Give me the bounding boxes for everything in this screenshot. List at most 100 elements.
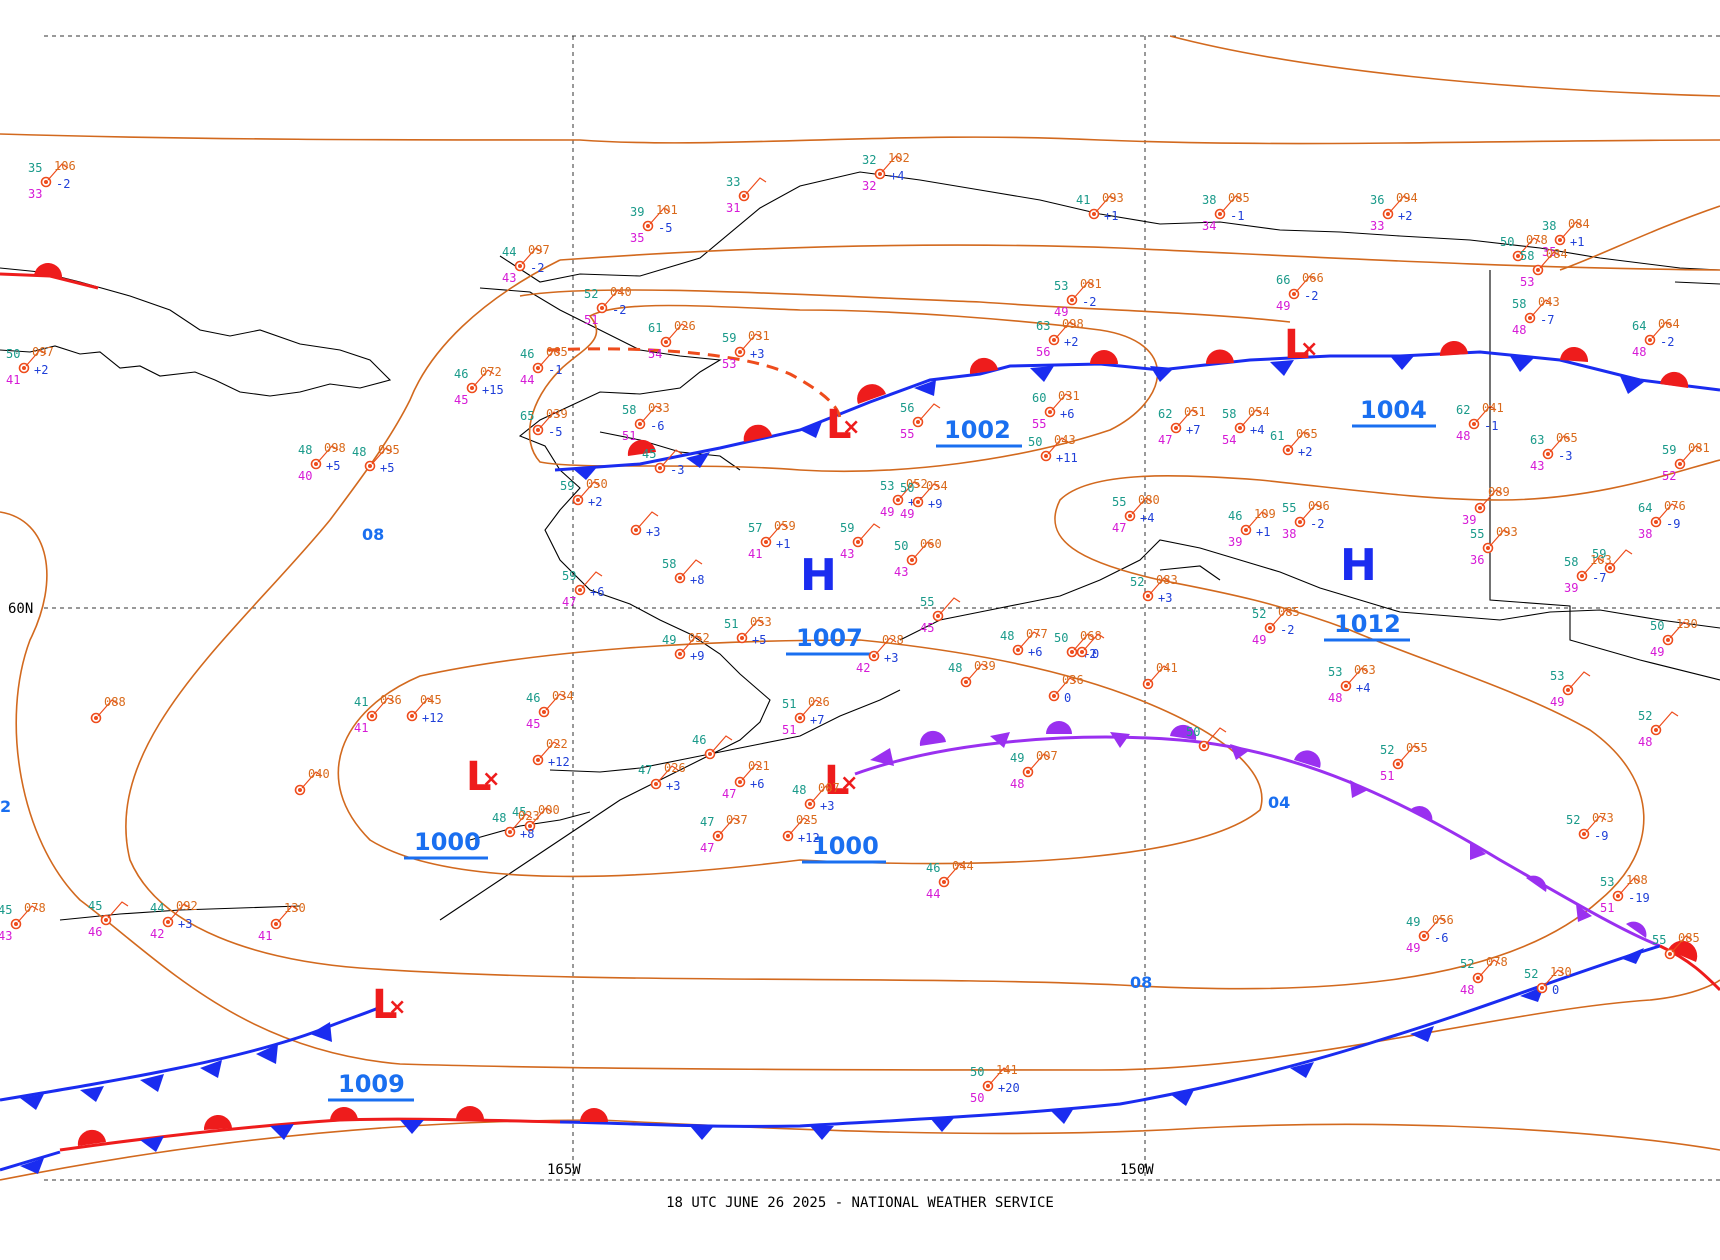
station-center	[798, 716, 802, 720]
station-dewpoint: 47	[722, 787, 736, 801]
station-center	[1654, 728, 1658, 732]
station-temperature: 47	[638, 763, 652, 777]
station-plot: 39 35 101 -5	[630, 203, 678, 245]
station-temperature: 53	[1600, 875, 1614, 889]
station-dewpoint: 41	[748, 547, 762, 561]
station-center	[664, 340, 668, 344]
station-plot: 47 026 +3	[638, 761, 686, 793]
station-plot: 49 49 056 -6	[1406, 913, 1454, 955]
station-pressure: 130	[1550, 965, 1572, 979]
station-center	[708, 752, 712, 756]
station-dewpoint: 34	[1202, 219, 1216, 233]
station-center	[1292, 292, 1296, 296]
station-pressure: 081	[1688, 441, 1710, 455]
wind-barb	[1029, 753, 1051, 771]
footer-caption: 18 UTC JUNE 26 2025 - NATIONAL WEATHER S…	[666, 1195, 1054, 1211]
station-center	[1476, 976, 1480, 980]
station-center	[1286, 448, 1290, 452]
wind-barb	[579, 481, 601, 499]
station-pressure: 066	[1302, 271, 1324, 285]
station-pressure: 130	[1676, 617, 1698, 631]
station-plot: 46 45 072 +15	[454, 365, 504, 407]
station-pressure-change: +4	[1250, 423, 1264, 437]
station-dewpoint: 54	[1222, 433, 1236, 447]
station-temperature: 52	[1638, 709, 1652, 723]
station-pressure: 097	[32, 345, 54, 359]
station-pressure: 078	[1526, 233, 1548, 247]
station-plot: 46 44 065 -1	[520, 345, 568, 387]
station-plot: 52 48	[1638, 709, 1679, 749]
isobar-label: 08	[362, 525, 384, 544]
station-center	[518, 264, 522, 268]
station-dewpoint: 41	[6, 373, 20, 387]
svg-text:×: ×	[388, 995, 406, 1020]
wind-barb	[637, 511, 659, 529]
station-pressure: 026	[808, 695, 830, 709]
station-temperature: 46	[1228, 509, 1242, 523]
station-pressure: 040	[308, 767, 330, 781]
wind-barb	[581, 571, 603, 589]
station-dewpoint: 45	[920, 621, 934, 635]
wind-barb	[1519, 237, 1541, 255]
station-temperature: 52	[1252, 607, 1266, 621]
station-pressure: 085	[1278, 605, 1300, 619]
station-temperature: 32	[862, 153, 876, 167]
station-center	[1052, 338, 1056, 342]
station-pressure: 039	[974, 659, 996, 673]
station-pressure-change: +3	[178, 917, 192, 931]
station-pressure: 081	[1080, 277, 1102, 291]
station-dewpoint: 39	[1564, 581, 1578, 595]
station-pressure-change: -19	[1628, 891, 1650, 905]
station-pressure: 041	[1482, 401, 1504, 415]
station-temperature: 53	[880, 479, 894, 493]
svg-text:L: L	[826, 402, 852, 448]
station-plot: 52 51 055	[1380, 741, 1428, 783]
wind-barb	[1051, 393, 1073, 411]
isobar-labels: 08 04 08 2	[0, 525, 1290, 992]
station-dewpoint: 50	[970, 1091, 984, 1105]
station-plot: 50 49 130	[1650, 617, 1698, 659]
station-center	[678, 576, 682, 580]
station-plot: 41 41 036	[354, 693, 402, 735]
station-center	[1558, 238, 1562, 242]
station-center	[22, 366, 26, 370]
station-temperature: 50	[1054, 631, 1068, 645]
station-center	[1070, 298, 1074, 302]
wind-barb	[1539, 251, 1561, 269]
station-plot: 58 48 043 -7	[1512, 295, 1560, 337]
station-pressure: 085	[1228, 191, 1250, 205]
station-plot: +3	[630, 511, 660, 539]
station-temperature: 59	[1592, 547, 1606, 561]
wind-barb	[1569, 671, 1591, 689]
station-dewpoint: 31	[726, 201, 740, 215]
station-pressure-change: +3	[1158, 591, 1172, 605]
station-center	[916, 420, 920, 424]
station-pressure: 056	[1432, 913, 1454, 927]
station-pressure-change: -3	[670, 463, 684, 477]
station-plot: 59 52 081	[1662, 441, 1710, 483]
station-dewpoint: 55	[900, 427, 914, 441]
wind-barb	[1611, 549, 1633, 567]
station-pressure-change: +1	[776, 537, 790, 551]
station-plot: 55 085	[1652, 931, 1700, 960]
station-center	[104, 918, 108, 922]
svg-text:L: L	[1284, 322, 1310, 368]
station-center	[1052, 694, 1056, 698]
station-plot: 41 093 +1	[1076, 191, 1124, 223]
station-temperature: 38	[1542, 219, 1556, 233]
station-pressure-change: -9	[1666, 517, 1680, 531]
station-pressure: 007	[818, 781, 840, 795]
svg-text:×: ×	[842, 415, 860, 440]
station-center	[764, 540, 768, 544]
station-dewpoint: 46	[88, 925, 102, 939]
station-pressure-change: -2	[530, 261, 544, 275]
station-dewpoint: 43	[502, 271, 516, 285]
station-dewpoint: 48	[1456, 429, 1470, 443]
station-plot: 50 43 060	[894, 537, 942, 579]
station-center	[536, 758, 540, 762]
station-dewpoint: 51	[622, 429, 636, 443]
station-dewpoint: 45	[454, 393, 468, 407]
station-pressure-change: -2	[1304, 289, 1318, 303]
wind-barb	[373, 697, 395, 715]
station-pressure: 141	[996, 1063, 1018, 1077]
